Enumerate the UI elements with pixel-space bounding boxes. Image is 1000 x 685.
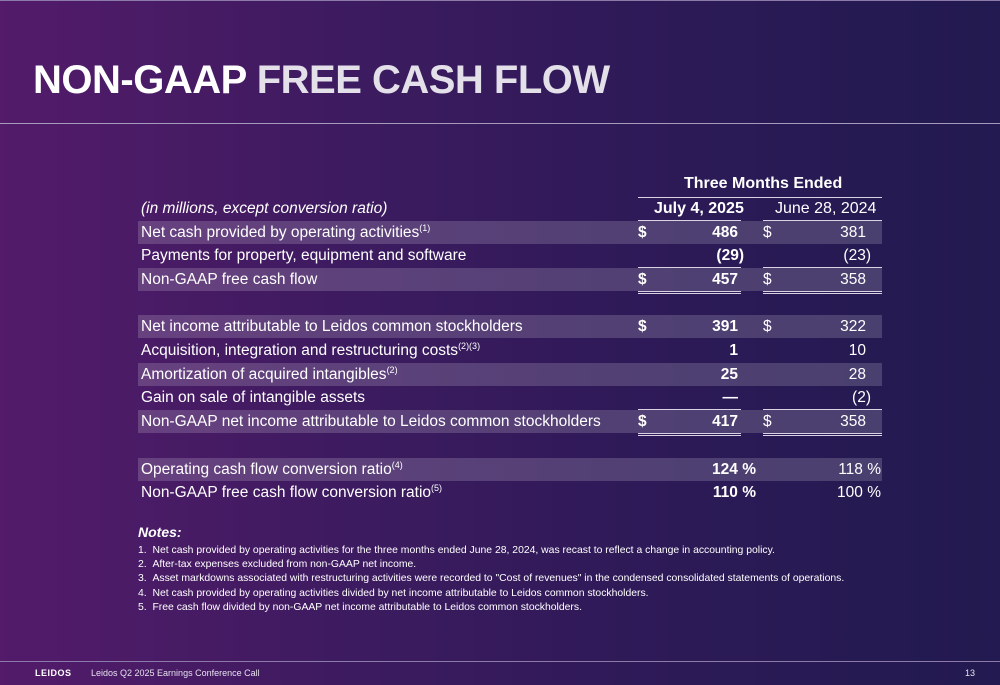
currency-symbol: $ bbox=[763, 224, 772, 241]
value-current: 110 % bbox=[712, 484, 756, 501]
value-current: (29) bbox=[716, 247, 744, 264]
value-prior: 358 bbox=[840, 271, 866, 288]
subtotal-rule-prior bbox=[763, 409, 882, 410]
title-part-2: FREE CASH FLOW bbox=[256, 58, 610, 102]
row-label: Net cash provided by operating activitie… bbox=[141, 223, 431, 242]
currency-symbol: $ bbox=[763, 413, 772, 430]
units-note: (in millions, except conversion ratio) bbox=[141, 200, 388, 217]
row-label: Amortization of acquired intangibles(2) bbox=[141, 365, 398, 384]
table-row: Amortization of acquired intangibles(2) … bbox=[138, 363, 882, 386]
title-divider bbox=[0, 123, 1000, 124]
footer-divider bbox=[0, 661, 1000, 662]
value-current: — bbox=[722, 389, 739, 406]
currency-symbol: $ bbox=[763, 271, 772, 288]
currency-symbol: $ bbox=[638, 413, 647, 430]
column-header-prior: June 28, 2024 bbox=[775, 200, 877, 217]
column-header-underline-prior bbox=[763, 220, 882, 221]
title-part-1: NON-GAAP bbox=[33, 58, 247, 102]
row-label: Net income attributable to Leidos common… bbox=[141, 318, 523, 335]
value-prior: (23) bbox=[843, 247, 871, 264]
note-item: 3. Asset markdowns associated with restr… bbox=[138, 573, 845, 585]
row-label: Acquisition, integration and restructuri… bbox=[141, 341, 481, 360]
top-border bbox=[0, 0, 1000, 1]
table-row: Gain on sale of intangible assets — (2) bbox=[138, 386, 882, 409]
page-title: NON-GAAP FREE CASH FLOW bbox=[33, 56, 610, 104]
currency-symbol: $ bbox=[763, 318, 772, 335]
subtotal-rule-current bbox=[638, 409, 741, 410]
value-prior: 118 % bbox=[838, 461, 881, 478]
value-current: 391 bbox=[712, 318, 738, 335]
column-header-underline-current bbox=[638, 220, 741, 221]
currency-symbol: $ bbox=[638, 318, 647, 335]
total-double-rule-current bbox=[638, 433, 741, 436]
table-row: Operating cash flow conversion ratio(4) … bbox=[138, 458, 882, 481]
value-prior: (2) bbox=[852, 389, 871, 406]
value-prior: 100 % bbox=[837, 484, 881, 501]
column-header-current: July 4, 2025 bbox=[654, 200, 744, 217]
table-row: Non-GAAP net income attributable to Leid… bbox=[138, 410, 882, 433]
note-item: 5. Free cash flow divided by non-GAAP ne… bbox=[138, 601, 582, 613]
note-item: 4. Net cash provided by operating activi… bbox=[138, 587, 649, 599]
row-label: Non-GAAP net income attributable to Leid… bbox=[141, 413, 601, 430]
table-row: Net income attributable to Leidos common… bbox=[138, 315, 882, 338]
notes-title: Notes: bbox=[138, 524, 182, 540]
row-label: Non-GAAP free cash flow conversion ratio… bbox=[141, 483, 443, 502]
note-item: 1. Net cash provided by operating activi… bbox=[138, 545, 775, 556]
value-current: 1 bbox=[729, 342, 738, 359]
row-label: Gain on sale of intangible assets bbox=[141, 389, 366, 406]
currency-symbol: $ bbox=[638, 224, 647, 241]
table-row: Non-GAAP free cash flow conversion ratio… bbox=[138, 481, 882, 504]
total-double-rule-prior bbox=[763, 291, 882, 294]
note-item: 2. After-tax expenses excluded from non-… bbox=[138, 559, 417, 571]
table-row: Acquisition, integration and restructuri… bbox=[138, 339, 882, 362]
footer-logo: LEIDOS bbox=[35, 668, 72, 678]
total-double-rule-prior bbox=[763, 433, 882, 436]
value-prior: 381 bbox=[840, 224, 866, 241]
table-row: Payments for property, equipment and sof… bbox=[138, 244, 882, 267]
value-current: 417 bbox=[712, 413, 738, 430]
value-prior: 322 bbox=[840, 318, 866, 335]
page-number: 13 bbox=[964, 668, 975, 678]
value-prior: 28 bbox=[848, 366, 866, 383]
group-header-underline bbox=[638, 197, 882, 198]
footer-caption: Leidos Q2 2025 Earnings Conference Call bbox=[91, 668, 260, 678]
table-row: Non-GAAP free cash flow $ 457 $ 358 bbox=[138, 268, 882, 291]
value-current: 457 bbox=[712, 271, 738, 288]
subtotal-rule-prior bbox=[763, 267, 882, 268]
value-prior: 358 bbox=[840, 413, 866, 430]
subtotal-rule-current bbox=[638, 267, 741, 268]
row-label: Payments for property, equipment and sof… bbox=[141, 247, 467, 264]
value-current: 25 bbox=[720, 366, 738, 383]
total-double-rule-current bbox=[638, 291, 741, 294]
row-label: Non-GAAP free cash flow bbox=[141, 271, 318, 288]
table-row: Net cash provided by operating activitie… bbox=[138, 221, 882, 244]
row-label: Operating cash flow conversion ratio(4) bbox=[141, 460, 403, 479]
value-current: 124 % bbox=[712, 461, 756, 478]
notes-list: 1. Net cash provided by operating activi… bbox=[138, 544, 938, 615]
value-prior: 10 bbox=[848, 342, 866, 359]
period-group-header: Three Months Ended bbox=[684, 175, 843, 192]
currency-symbol: $ bbox=[638, 271, 647, 288]
value-current: 486 bbox=[712, 224, 738, 241]
notes-section: Notes: 1. Net cash provided by operating… bbox=[138, 524, 938, 615]
